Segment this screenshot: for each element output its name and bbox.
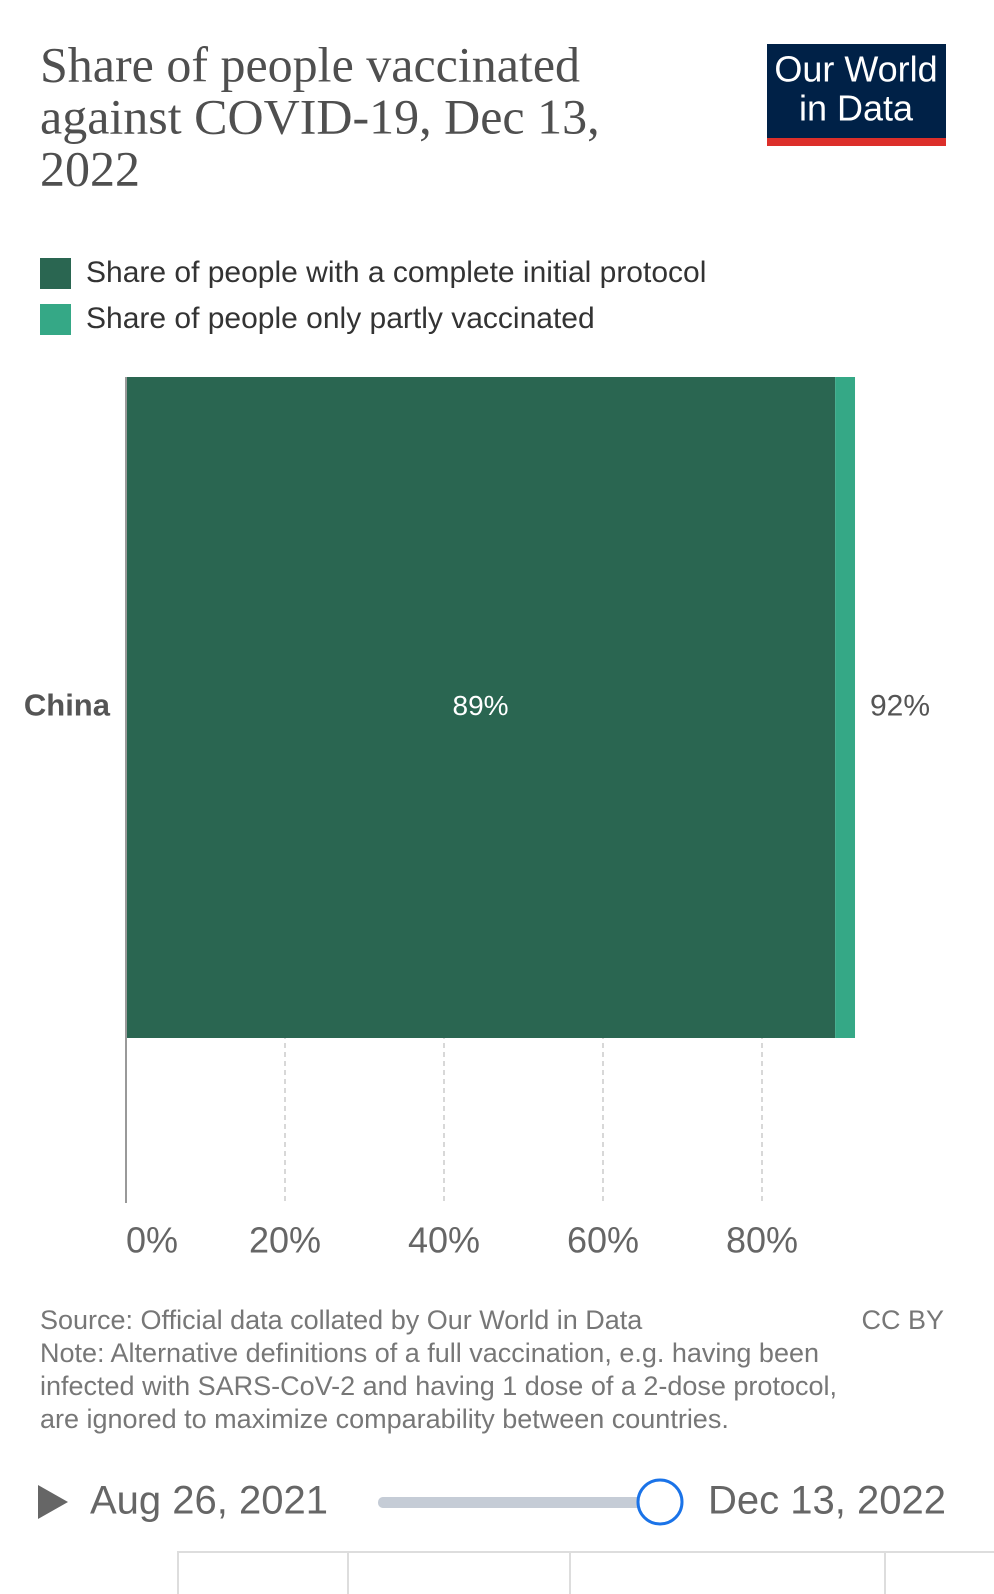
x-tick-label: 40%: [408, 1220, 480, 1261]
logo-text: in Data: [799, 88, 914, 129]
legend-swatch: [40, 304, 71, 335]
logo-box: [767, 44, 946, 139]
tabs: [177, 1551, 994, 1594]
total-label: 92%: [870, 689, 930, 722]
x-tick-label: 60%: [567, 1220, 639, 1261]
logo-band: [767, 138, 946, 146]
chart-title: 2022: [40, 140, 140, 196]
note: Note: Alternative definitions of a full …: [40, 1338, 819, 1368]
chart-title: against COVID-19, Dec 13,: [40, 88, 600, 144]
timeline-knob[interactable]: [636, 1478, 684, 1526]
timeline-start: Aug 26, 2021: [90, 1479, 328, 1523]
source: Source: Official data collated by Our Wo…: [40, 1305, 643, 1335]
chart-title: Share of people vaccinated: [40, 36, 580, 92]
timeline-end: Dec 13, 2022: [708, 1479, 946, 1523]
value-label: 89%: [453, 690, 509, 721]
x-tick-label: 80%: [726, 1220, 798, 1261]
legend-label: Share of people only partly vaccinated: [86, 302, 595, 335]
x-tick-label: 0%: [126, 1220, 178, 1261]
bar-segment: [835, 377, 856, 1038]
x-tick-label: 20%: [249, 1220, 321, 1261]
legend-swatch: [40, 258, 71, 289]
license: CC BY: [861, 1305, 944, 1335]
note: are ignored to maximize comparability be…: [40, 1404, 729, 1434]
timeline-track[interactable]: [378, 1497, 660, 1508]
play-button[interactable]: [38, 1485, 68, 1519]
note: infected with SARS-CoV-2 and having 1 do…: [40, 1371, 837, 1401]
logo-text: Our World: [774, 49, 937, 90]
legend-label: Share of people with a complete initial …: [86, 256, 706, 289]
bar-segment: [126, 377, 836, 1038]
category-label: China: [24, 688, 111, 723]
